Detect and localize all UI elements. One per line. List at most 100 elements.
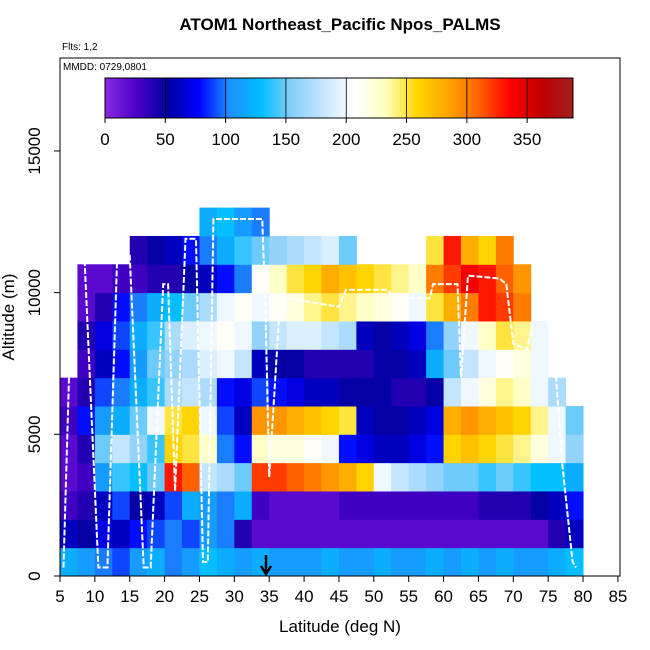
heat-cell bbox=[565, 434, 584, 464]
heat-cell bbox=[234, 349, 253, 379]
heat-cell bbox=[286, 405, 305, 435]
heat-cell bbox=[530, 519, 549, 549]
heat-cell bbox=[147, 405, 166, 435]
heat-cell bbox=[112, 377, 131, 407]
heat-cell bbox=[321, 490, 340, 520]
heat-cell bbox=[112, 349, 131, 379]
colorbar-tick-label: 300 bbox=[453, 130, 481, 149]
heat-cell bbox=[77, 519, 96, 549]
heat-cell bbox=[478, 519, 497, 549]
heat-cell bbox=[199, 207, 218, 237]
heat-cell bbox=[495, 462, 514, 492]
heat-cell bbox=[460, 462, 479, 492]
heat-cell bbox=[373, 547, 392, 577]
heat-cell bbox=[129, 462, 148, 492]
heat-cell bbox=[408, 264, 427, 294]
heat-cell bbox=[338, 490, 357, 520]
heat-cell bbox=[182, 377, 200, 407]
heat-cell bbox=[460, 434, 479, 464]
x-tick-label: 65 bbox=[469, 587, 488, 606]
x-tick-label: 20 bbox=[155, 587, 174, 606]
heat-cell bbox=[147, 292, 166, 322]
heat-cell bbox=[216, 235, 235, 265]
heat-cell bbox=[251, 349, 270, 379]
x-tick-label: 75 bbox=[539, 587, 558, 606]
heat-cell bbox=[391, 320, 410, 350]
heat-cell bbox=[147, 547, 166, 577]
heat-cell bbox=[234, 519, 253, 549]
x-tick-label: 25 bbox=[190, 587, 209, 606]
heat-cell bbox=[391, 490, 410, 520]
heat-cell bbox=[199, 405, 218, 435]
heat-cell bbox=[356, 349, 375, 379]
heat-cell bbox=[77, 377, 96, 407]
heat-cell bbox=[199, 490, 218, 520]
heat-cell bbox=[408, 547, 427, 577]
heat-cell bbox=[495, 434, 514, 464]
heat-cell bbox=[391, 547, 410, 577]
heat-cell bbox=[182, 462, 200, 492]
heat-cell bbox=[251, 434, 270, 464]
heat-cell bbox=[426, 377, 445, 407]
heat-cell bbox=[147, 349, 166, 379]
heat-cell bbox=[234, 235, 253, 265]
heat-cell bbox=[94, 405, 113, 435]
heat-cell bbox=[530, 320, 549, 350]
heat-cell bbox=[60, 434, 78, 464]
heat-cell bbox=[129, 490, 148, 520]
heat-cell bbox=[356, 264, 375, 294]
heat-cell bbox=[164, 547, 183, 577]
colorbar-tick-label: 100 bbox=[211, 130, 239, 149]
heat-cell bbox=[391, 405, 410, 435]
heat-cell bbox=[94, 320, 113, 350]
heat-cell bbox=[112, 405, 131, 435]
heat-cell bbox=[478, 462, 497, 492]
x-tick-label: 5 bbox=[55, 587, 64, 606]
heat-cell bbox=[495, 349, 514, 379]
heat-cell bbox=[77, 320, 96, 350]
heat-cell bbox=[373, 490, 392, 520]
heat-cell bbox=[460, 292, 479, 322]
heat-cell bbox=[373, 519, 392, 549]
y-tick-label: 5000 bbox=[25, 415, 44, 453]
heat-cell bbox=[321, 320, 340, 350]
heat-cell bbox=[443, 490, 462, 520]
heat-cell bbox=[269, 349, 288, 379]
heat-cell bbox=[129, 264, 148, 294]
heat-cell bbox=[443, 320, 462, 350]
x-tick-label: 70 bbox=[504, 587, 523, 606]
x-tick-label: 10 bbox=[85, 587, 104, 606]
heat-cell bbox=[530, 490, 549, 520]
heat-cell bbox=[112, 490, 131, 520]
heat-cell bbox=[548, 490, 567, 520]
heat-cell bbox=[77, 292, 96, 322]
heat-cell bbox=[338, 519, 357, 549]
heat-cell bbox=[565, 547, 584, 577]
heat-cell bbox=[513, 519, 532, 549]
heat-cell bbox=[426, 490, 445, 520]
heat-cell bbox=[478, 292, 497, 322]
heat-cell bbox=[269, 547, 288, 577]
heat-cell bbox=[199, 235, 218, 265]
heat-cell bbox=[251, 207, 270, 237]
heat-cell bbox=[77, 547, 96, 577]
heat-cell bbox=[530, 377, 549, 407]
heat-cell bbox=[164, 490, 183, 520]
colorbar-tick-label: 50 bbox=[156, 130, 175, 149]
heat-cell bbox=[426, 405, 445, 435]
x-tick-label: 85 bbox=[608, 587, 627, 606]
x-tick-label: 35 bbox=[260, 587, 279, 606]
heat-cell bbox=[478, 547, 497, 577]
heat-cell bbox=[147, 462, 166, 492]
heat-cell bbox=[443, 434, 462, 464]
heat-cell bbox=[304, 490, 323, 520]
flight-track bbox=[62, 217, 577, 569]
heat-cell bbox=[495, 547, 514, 577]
heat-cell bbox=[60, 462, 78, 492]
heat-cell bbox=[443, 349, 462, 379]
heat-cell bbox=[147, 377, 166, 407]
heat-cell bbox=[460, 264, 479, 294]
heat-cell bbox=[147, 320, 166, 350]
heat-cell bbox=[164, 320, 183, 350]
heat-cell bbox=[443, 547, 462, 577]
